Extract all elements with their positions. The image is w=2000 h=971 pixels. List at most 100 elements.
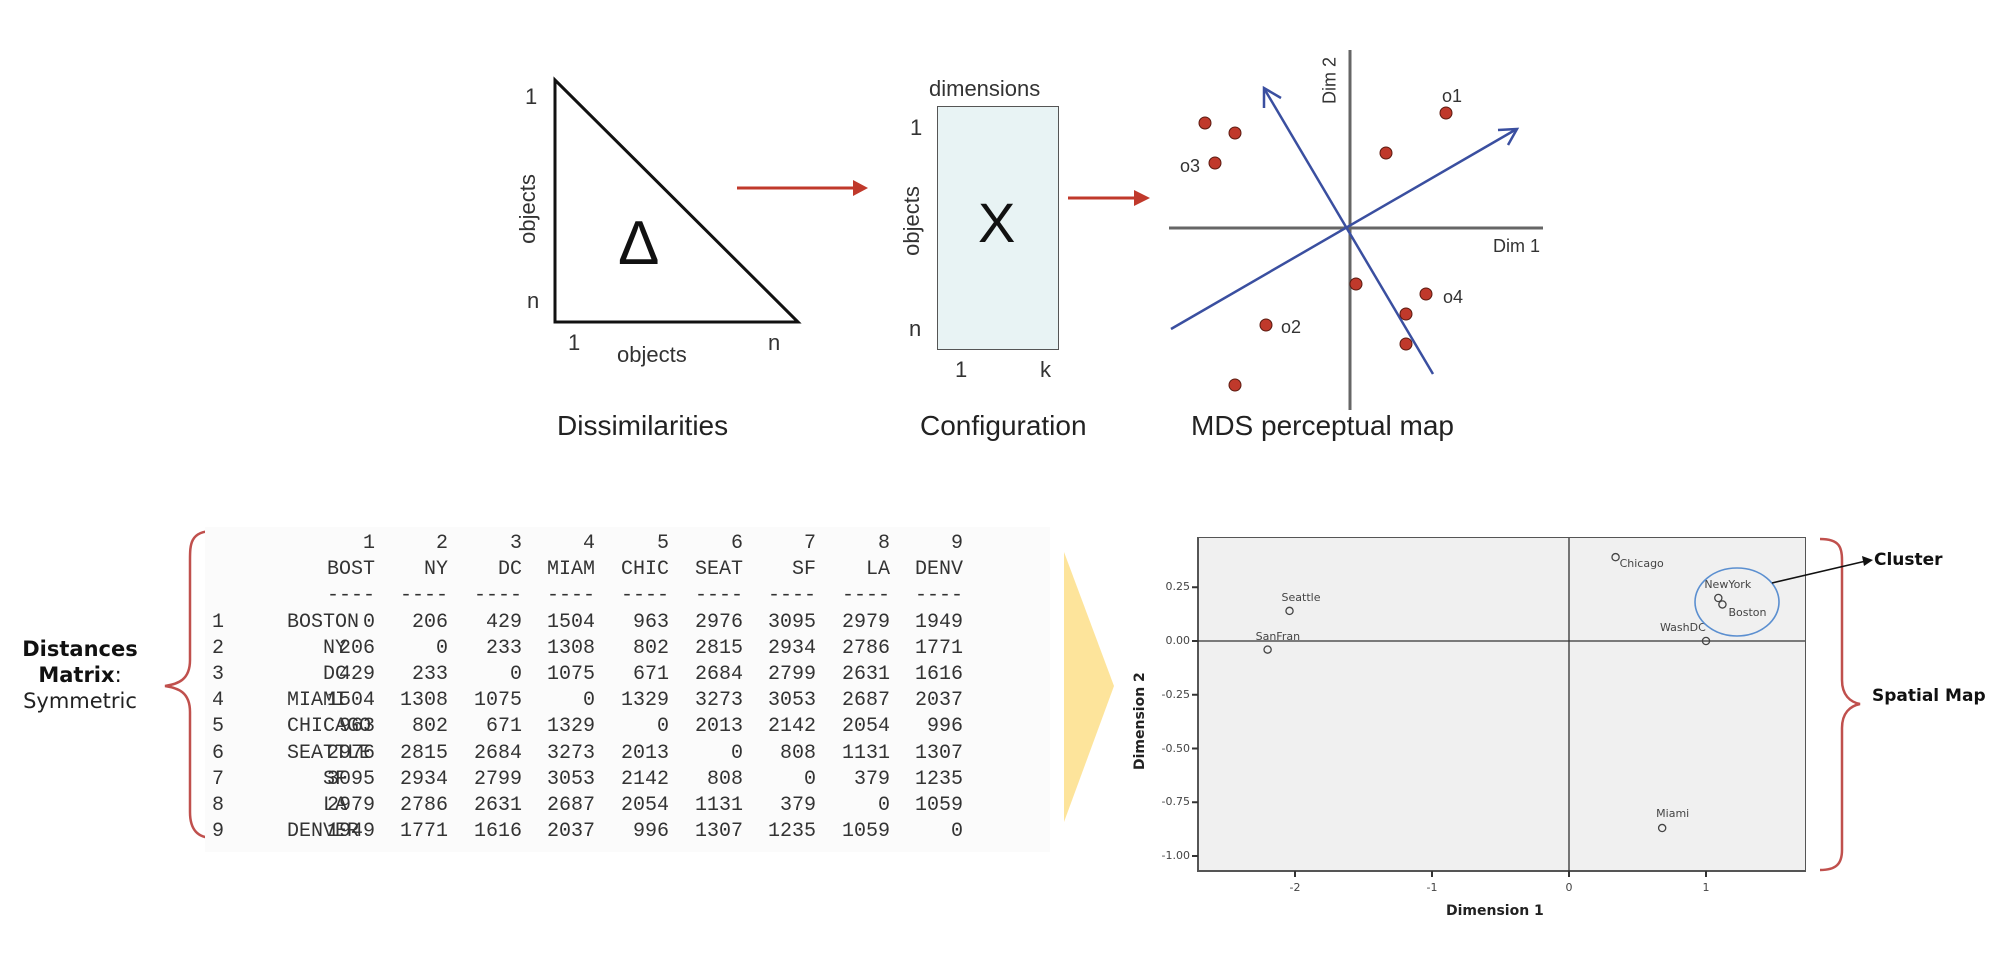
matrix-cell: 0 — [877, 794, 890, 817]
cluster-label: Cluster — [1874, 550, 1943, 570]
matrix-cell: 429 — [485, 610, 522, 634]
point-label: SanFran — [1255, 629, 1301, 643]
row-name: SF — [322, 767, 347, 791]
matrix-cell: 1235 — [914, 767, 963, 791]
row-number: 6 — [212, 741, 225, 765]
matrix-cell: 0 — [803, 767, 816, 791]
matrix-cell: 2687 — [841, 689, 890, 713]
matrix-cell: 2979 — [326, 794, 375, 817]
matrix-cell: 996 — [926, 715, 963, 739]
point-label: Miami — [1656, 807, 1690, 821]
matrix-cell: 1949 — [326, 820, 375, 844]
x-tick-label: 0 — [1565, 881, 1573, 894]
matrix-cell: 2976 — [326, 741, 375, 765]
point-label: Boston — [1728, 606, 1767, 620]
row-number: 2 — [212, 636, 225, 660]
y-tick-label: -0.50 — [1161, 741, 1190, 755]
row-name: DENVER — [287, 820, 360, 844]
point-label-o3: o3 — [1180, 156, 1201, 176]
column-divider: ---- — [620, 584, 669, 608]
column-number: 4 — [582, 532, 595, 555]
matrix-cell: 0 — [950, 820, 963, 844]
matrix-cell: 963 — [632, 610, 669, 634]
row-number: 3 — [212, 663, 225, 686]
row-number: 8 — [212, 794, 225, 817]
matrix-cell: 1307 — [694, 820, 743, 844]
row-number: 1 — [212, 610, 225, 634]
matrix-cell: 2799 — [767, 663, 816, 686]
distances-side-label: Distances Matrix: Symmetric — [0, 637, 160, 713]
matrix-cell: 1616 — [914, 663, 963, 686]
column-header: SF — [791, 558, 816, 582]
matrix-cell: 2142 — [767, 715, 816, 739]
matrix-cell: 3095 — [326, 767, 375, 791]
column-header: CHIC — [620, 558, 669, 582]
row-name: BOSTON — [287, 610, 360, 634]
column-divider: ---- — [694, 584, 743, 608]
matrix-cell: 808 — [706, 767, 743, 791]
column-number: 2 — [435, 532, 448, 555]
dissim-x-left-tick: 1 — [568, 330, 581, 355]
data-point — [1718, 600, 1727, 609]
matrix-cell: 3053 — [546, 767, 595, 791]
matrix-cell: 1075 — [473, 689, 522, 713]
matrix-cell: 2934 — [767, 636, 816, 660]
matrix-cell: 0 — [730, 741, 743, 765]
side-label-matrix-line: Matrix: — [0, 663, 160, 687]
matrix-table-background — [205, 527, 1050, 852]
matrix-cell: 1131 — [841, 741, 890, 765]
matrix-cell: 1329 — [620, 689, 669, 713]
y-tick-label: -0.25 — [1161, 687, 1190, 701]
config-y-bottom-tick: n — [909, 316, 922, 341]
dim1-axis-label: Dim 1 — [1493, 236, 1541, 256]
dissim-y-top-tick: 1 — [525, 84, 538, 109]
matrix-cell: 233 — [411, 663, 448, 686]
column-number: 5 — [656, 532, 669, 555]
matrix-cell: 1235 — [767, 820, 816, 844]
matrix-cell: 2684 — [473, 741, 522, 765]
matrix-cell: 2799 — [473, 767, 522, 791]
column-header: DENV — [914, 558, 963, 582]
matrix-cell: 2013 — [694, 715, 743, 739]
config-top-label: dimensions — [929, 76, 1041, 101]
column-number: 1 — [362, 532, 375, 555]
y-tick-label: 0.00 — [1165, 634, 1191, 647]
column-divider: ---- — [914, 584, 963, 608]
matrix-cell: 0 — [582, 689, 595, 713]
column-number: 3 — [509, 532, 522, 555]
matrix-cell: 0 — [509, 663, 522, 686]
delta-symbol: Δ — [618, 209, 660, 278]
matrix-cell: 2631 — [841, 663, 890, 686]
column-header: BOST — [326, 558, 375, 582]
point-label: WashDC — [1660, 621, 1706, 634]
row-number: 7 — [212, 767, 225, 791]
column-header: MIAM — [546, 558, 595, 582]
matrix-cell: 206 — [411, 610, 448, 634]
matrix-cell: 429 — [338, 663, 375, 686]
y-tick-label: 0.25 — [1165, 580, 1191, 594]
matrix-cell: 671 — [632, 663, 669, 686]
matrix-cell: 2979 — [841, 610, 890, 634]
dissim-y-bottom-tick: n — [527, 288, 540, 313]
point-label: Chicago — [1619, 557, 1664, 571]
column-number: 7 — [803, 532, 816, 555]
matrix-cell: 1949 — [914, 610, 963, 634]
matrix-cell: 379 — [779, 794, 816, 817]
x-axis-title: Dimension 1 — [1446, 903, 1544, 919]
matrix-cell: 1308 — [399, 689, 448, 713]
column-divider: ---- — [473, 584, 522, 608]
config-y-top-tick: 1 — [910, 115, 923, 140]
matrix-cell: 1616 — [473, 820, 522, 844]
column-number: 8 — [877, 532, 890, 555]
data-point — [1611, 552, 1620, 562]
row-name: MIAMI — [287, 689, 348, 713]
row-number: 9 — [212, 820, 225, 844]
config-x-right-tick: k — [1040, 357, 1051, 382]
matrix-cell: 963 — [338, 715, 375, 739]
x-tick-label: 1 — [1702, 881, 1710, 894]
matrix-cell: 802 — [411, 715, 448, 739]
matrix-cell: 1059 — [914, 794, 963, 817]
